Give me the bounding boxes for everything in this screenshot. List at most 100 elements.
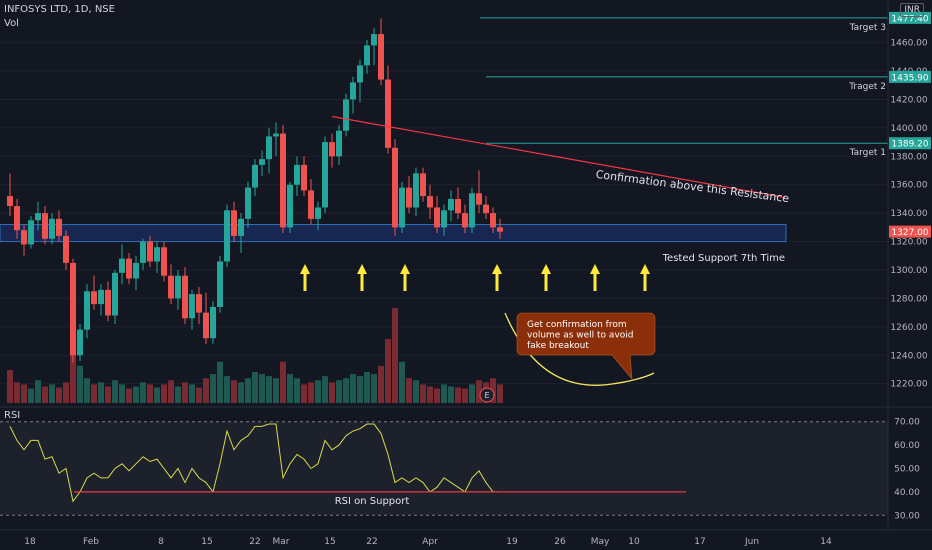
price-tick: 1360.00: [890, 181, 927, 191]
rsi-line: [9, 423, 500, 503]
time-tick: 14: [820, 537, 832, 547]
candle-body: [469, 193, 475, 228]
price-tick: 1420.00: [890, 95, 927, 105]
currency-badge[interactable]: INR: [900, 3, 924, 17]
volume-bar: [28, 388, 34, 403]
current-price-badge: [889, 225, 931, 238]
candle-body: [266, 136, 272, 160]
volume-bar: [189, 384, 195, 403]
rsi-tick: 40.00: [894, 488, 920, 498]
volume-bar: [441, 384, 447, 403]
time-tick: 22: [366, 537, 377, 547]
candle-body: [399, 187, 405, 228]
volume-bar: [245, 378, 251, 403]
candle-body: [126, 258, 132, 279]
candle-body: [238, 218, 244, 236]
price-axis[interactable]: 1220.00 1240.00 1260.00 1280.00 1300.00 1320.…: [887, 0, 931, 530]
rsi-tick: 50.00: [894, 465, 920, 475]
volume-bar: [168, 380, 174, 403]
time-axis[interactable]: 18 Feb 8 15 22 Mar 15 22 Apr 19 26 May 10 17 Jun 14: [0, 529, 932, 547]
rsi-tick: 70.00: [894, 418, 920, 428]
price-tick: 1380.00: [890, 152, 927, 162]
volume-bar: [406, 378, 412, 403]
candle-body: [413, 173, 419, 208]
candle-body: [210, 306, 216, 339]
candle-body: [63, 235, 69, 263]
candle-body: [70, 262, 76, 356]
volume-bar: [462, 388, 468, 403]
candle-body: [427, 196, 433, 208]
price-badge: [889, 11, 931, 24]
volume-bar: [371, 374, 377, 403]
candle-body: [364, 45, 370, 66]
candle-body: [336, 130, 342, 157]
time-tick: 22: [249, 537, 260, 547]
volume-bar: [217, 361, 223, 403]
time-tick: 17: [694, 537, 705, 547]
candle-body: [308, 190, 314, 219]
candle-body: [322, 142, 328, 208]
candle-body: [182, 275, 188, 319]
up-arrow: [492, 264, 502, 291]
rsi-band: [0, 421, 888, 516]
target-label: Target 3: [849, 23, 886, 33]
volume-bar: [280, 361, 286, 403]
volume-bar: [161, 384, 167, 403]
time-tick: 19: [506, 537, 518, 547]
volume-bar: [63, 382, 69, 403]
volume-bar: [91, 384, 97, 403]
volume-bar: [301, 384, 307, 403]
volume-bar: [294, 378, 300, 403]
time-tick: 10: [628, 537, 640, 547]
price-tick: 1220.00: [890, 380, 927, 390]
time-tick: 18: [24, 537, 36, 547]
volume-bar: [14, 382, 20, 403]
price-tick: 1300.00: [890, 266, 927, 276]
earnings-marker: [479, 387, 495, 403]
time-tick: Feb: [83, 537, 99, 547]
callout-text: volume as well to avoid: [527, 331, 633, 341]
volume-bar: [497, 384, 503, 403]
candle-body: [294, 164, 300, 185]
volume-bar: [154, 387, 160, 403]
current-price-text: 1327.00: [891, 228, 928, 238]
candle-body: [196, 294, 202, 313]
candle-body: [84, 291, 90, 330]
volume-bar: [49, 384, 55, 403]
time-tick: 15: [324, 537, 335, 547]
candle-body: [245, 187, 251, 219]
volume-bar: [469, 384, 475, 403]
candle-body: [189, 294, 195, 319]
volume-bar: [210, 374, 216, 403]
candlesticks: [7, 18, 503, 363]
rsi-label: RSI: [4, 410, 21, 421]
candle-body: [287, 184, 293, 228]
volume-bar: [329, 382, 335, 403]
price-tick: 1240.00: [890, 351, 927, 361]
volume-bar: [434, 388, 440, 403]
volume-bar: [21, 384, 27, 403]
price-tick: 1260.00: [890, 323, 927, 333]
candle-body: [42, 213, 48, 239]
candle-body: [462, 213, 468, 228]
candle-body: [35, 213, 41, 221]
volume-bar: [259, 374, 265, 403]
candle-body: [28, 220, 34, 245]
volume-bar: [42, 386, 48, 403]
callout-text: Get confirmation from: [527, 320, 627, 330]
candle-body: [91, 291, 97, 305]
volume-bar: [378, 365, 384, 403]
price-tick: 1340.00: [890, 209, 927, 219]
price-tick: 1460.00: [890, 39, 927, 49]
volume-label: Vol: [4, 18, 19, 29]
candle-body: [441, 210, 447, 228]
candle-body: [497, 227, 503, 232]
target-levels: Target 3 Traget 2 Target 1: [480, 17, 888, 158]
volume-bar: [140, 382, 146, 403]
price-tick: 1280.00: [890, 294, 927, 304]
candle-body: [154, 247, 160, 262]
volume-bar: [126, 388, 132, 403]
candle-body: [315, 207, 321, 219]
volume-bar: [343, 378, 349, 403]
